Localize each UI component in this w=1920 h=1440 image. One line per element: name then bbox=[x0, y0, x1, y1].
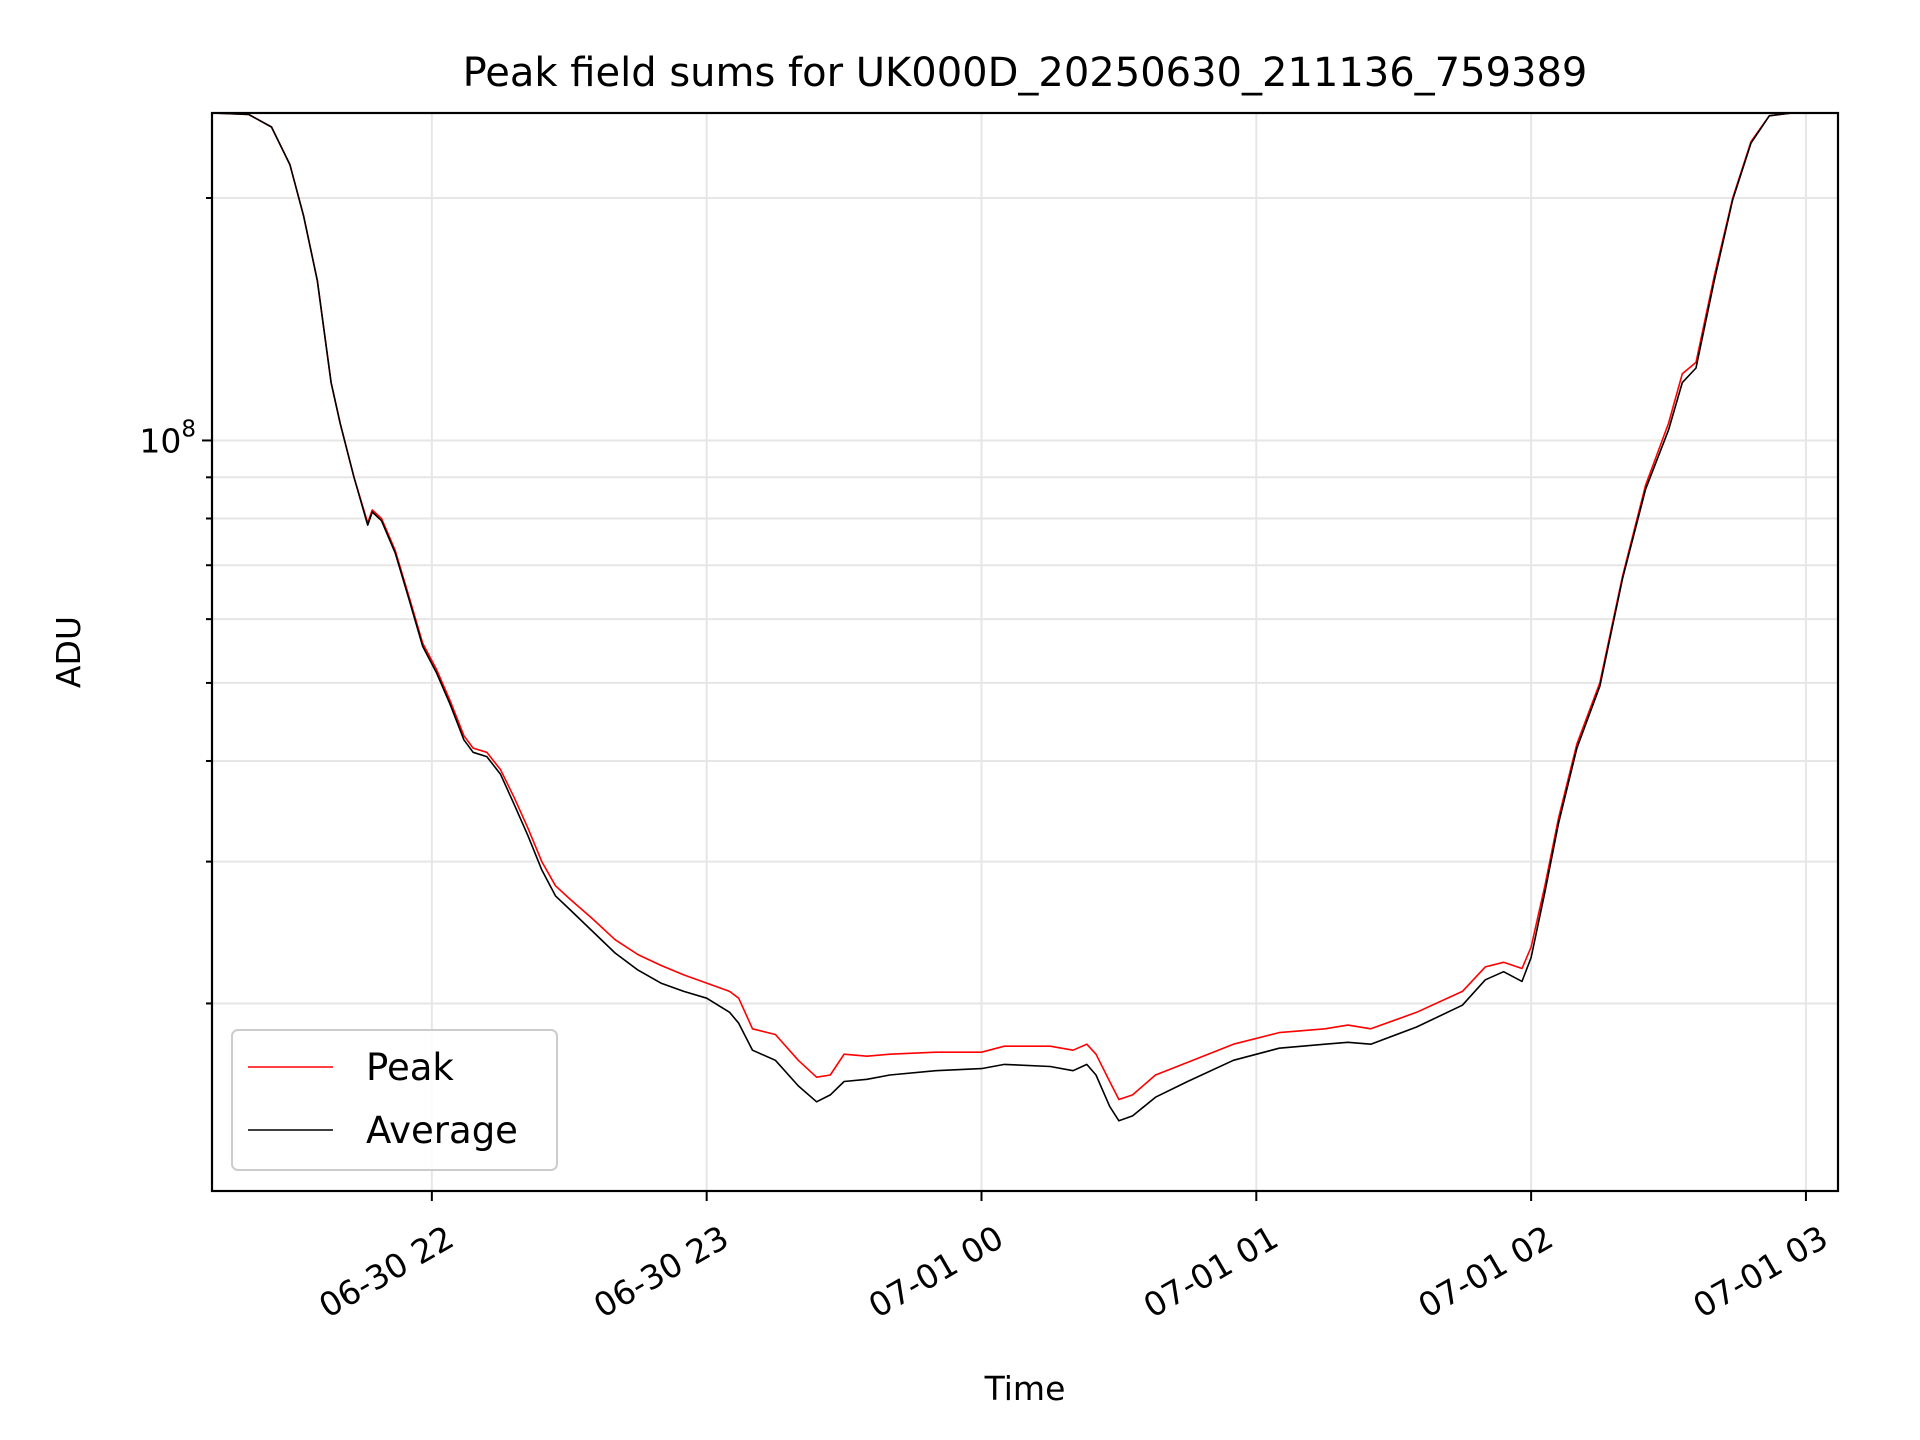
x-axis-title: Time bbox=[984, 1369, 1066, 1408]
legend-box bbox=[231, 1029, 558, 1171]
chart-title: Peak field sums for UK000D_20250630_2111… bbox=[463, 50, 1588, 96]
legend-label-average: Average bbox=[366, 1109, 518, 1152]
y-tick-label: 108 bbox=[139, 416, 196, 460]
legend: Peak Average bbox=[231, 1029, 558, 1171]
y-axis-title: ADU bbox=[49, 616, 88, 688]
series-layer bbox=[212, 113, 1838, 1122]
grid bbox=[212, 113, 1838, 1191]
legend-label-peak: Peak bbox=[366, 1046, 454, 1089]
plot-frame bbox=[210, 111, 1840, 1193]
series-line-average bbox=[212, 113, 1838, 1122]
